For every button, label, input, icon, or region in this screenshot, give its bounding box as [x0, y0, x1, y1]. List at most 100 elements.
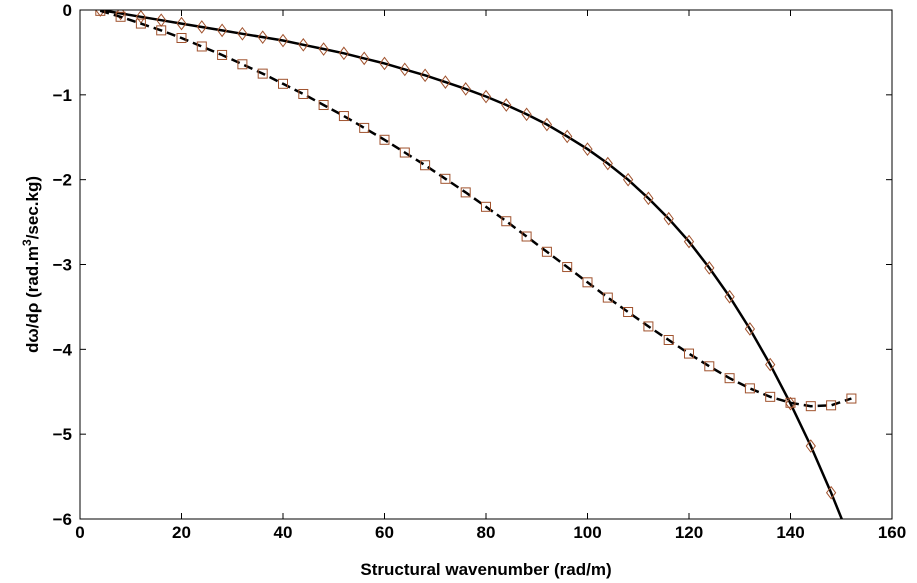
series-1-point	[622, 172, 634, 187]
series-2-point	[115, 11, 126, 22]
y-axis-label: dω/dρ (rad.m3/sec.kg)	[20, 176, 42, 353]
series-2-point	[602, 292, 613, 303]
series-2-point	[196, 41, 207, 52]
plot-series	[95, 10, 857, 519]
series-1-point	[115, 10, 126, 21]
series-1-point	[602, 156, 613, 171]
series-1-point	[744, 322, 756, 336]
x-tick-label: 80	[477, 523, 496, 542]
series-2-point	[562, 262, 573, 273]
y-tick-label: −3	[53, 256, 72, 275]
series-2-point	[338, 111, 349, 122]
x-tick-label: 40	[274, 523, 293, 542]
series-1-point	[582, 142, 593, 156]
series-2-point	[217, 49, 228, 60]
series-1-point	[196, 20, 207, 34]
series-2-point	[176, 32, 187, 43]
series-1-point	[704, 261, 715, 275]
y-axis-label-superscript: 3	[20, 239, 34, 246]
series-1-point	[216, 23, 228, 38]
series-1-point	[765, 357, 776, 372]
series-2-point	[298, 88, 309, 99]
series-2-point	[399, 147, 410, 158]
y-tick-label: −2	[53, 171, 72, 190]
series-1-point	[663, 211, 674, 226]
series-2-point	[237, 59, 248, 70]
series-2-point	[826, 400, 837, 411]
series-2-point	[724, 373, 735, 384]
series-1-point	[785, 396, 796, 411]
x-tick-label: 20	[172, 523, 191, 542]
x-tick-label: 160	[878, 523, 906, 542]
series-2-point	[481, 201, 491, 212]
series-2-point	[318, 100, 329, 111]
series-2-point	[765, 391, 776, 402]
series-2-point	[744, 383, 755, 394]
series-1-point	[379, 56, 390, 71]
series-1-point	[318, 42, 329, 56]
y-tick-label: −5	[53, 425, 72, 444]
series-1-point	[257, 30, 268, 44]
series-1-point	[460, 82, 471, 96]
x-tick-label: 120	[675, 523, 703, 542]
series-2-point	[846, 393, 857, 404]
series-1-point	[440, 75, 451, 89]
series-1-point	[805, 439, 816, 453]
tick-labels: 0 20 40 60 80 100 120 140 160 0 −1 −2 −3 −4 −5 −6	[53, 1, 907, 542]
series-2-point	[582, 277, 593, 288]
series-1-point	[359, 51, 370, 66]
series-2-point	[156, 25, 167, 36]
series-2-point	[663, 335, 674, 346]
series-2-point	[704, 361, 715, 372]
series-1-point	[683, 234, 695, 249]
series-1-point	[95, 10, 106, 17]
series-1-point	[643, 191, 654, 206]
series-2-point	[359, 122, 370, 133]
series-2-point	[805, 401, 816, 412]
y-tick-label: 0	[63, 1, 72, 20]
x-tick-label: 0	[75, 523, 84, 542]
series-1-point	[176, 16, 187, 31]
series-2-point	[684, 348, 694, 359]
y-tick-label: −6	[53, 510, 72, 529]
series-2-point	[278, 78, 288, 89]
series-1-point	[541, 117, 553, 132]
series-2-point	[135, 18, 146, 29]
series-1-point	[562, 129, 573, 144]
series-2-line	[99, 10, 852, 408]
series-1-point	[399, 62, 410, 77]
series-1-point	[501, 98, 512, 112]
series-1-point	[724, 289, 735, 304]
series-2-point	[257, 68, 268, 79]
series-1-line	[100, 10, 844, 519]
series-2-point	[460, 187, 471, 198]
series-2-point	[501, 216, 512, 227]
series-1-point	[825, 485, 837, 500]
series-2-point	[541, 246, 552, 257]
x-tick-label: 140	[776, 523, 804, 542]
y-axis-label-units: /sec.kg)	[23, 176, 42, 239]
x-axis-label: Structural wavenumber (rad/m)	[360, 560, 611, 579]
y-tick-label: −4	[53, 340, 73, 359]
tick-marks	[79, 9, 893, 520]
series-2-point	[623, 307, 634, 318]
y-axis-label-main: dω/dρ (rad.m	[23, 246, 42, 353]
series-2-point	[95, 10, 106, 16]
series-1-point	[480, 89, 492, 104]
series-2-point	[643, 321, 654, 332]
x-tick-label: 100	[573, 523, 601, 542]
series-1-point	[298, 37, 309, 52]
series-2-point	[379, 134, 390, 145]
series-2-point	[440, 173, 451, 184]
series-2-point	[785, 397, 796, 408]
x-tick-label: 60	[375, 523, 394, 542]
series-1-point	[419, 68, 431, 83]
series-1-point	[277, 33, 289, 48]
series-1-point	[521, 107, 532, 122]
series-1-point	[237, 26, 248, 41]
series-2-point	[521, 231, 532, 242]
y-tick-label: −1	[53, 86, 72, 105]
series-1-point	[338, 46, 350, 61]
